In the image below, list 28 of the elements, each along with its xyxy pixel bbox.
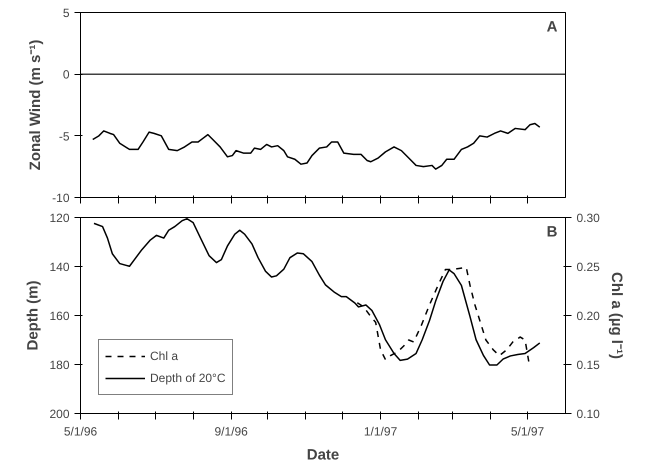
x-tick-label: 5/1/96: [64, 424, 98, 438]
x-tick-label: 5/1/97: [510, 424, 545, 438]
y2-tick-label: 0.20: [576, 309, 600, 323]
annotation: B: [546, 224, 558, 240]
y-axis-title: Depth (m): [24, 280, 42, 350]
x-axis-title: Date: [306, 446, 340, 464]
annotation: A: [546, 18, 558, 36]
y-tick-label: 120: [49, 211, 70, 225]
y-tick-label: 180: [49, 358, 70, 372]
y-tick-label: -10: [52, 191, 70, 205]
y2-tick-label: 0.15: [576, 358, 600, 372]
y2-tick-label: 0.25: [576, 260, 600, 274]
line-series: [92, 122, 541, 170]
y-tick-label: 140: [49, 260, 70, 274]
x-tick-label: 1/1/97: [364, 424, 398, 438]
y-tick-label: 0: [62, 68, 70, 82]
y2-tick-label: 0.10: [576, 407, 600, 421]
y-tick-label: 160: [49, 309, 70, 323]
y-tick-label: 5: [62, 6, 70, 20]
line-series: [356, 266, 530, 362]
legend-label: Depth of 20°C: [150, 371, 226, 385]
y-axis-title: Zonal Wind (m s⁻¹): [27, 40, 44, 170]
y2-tick-label: 0.30: [576, 211, 600, 225]
y2-axis-title: Chl a (µg l⁻¹): [608, 272, 625, 359]
y-tick-label: -5: [58, 129, 70, 144]
y-tick-label: 200: [49, 407, 70, 421]
x-tick-label: 9/1/96: [214, 424, 248, 438]
legend-label: Chl a: [150, 349, 178, 363]
